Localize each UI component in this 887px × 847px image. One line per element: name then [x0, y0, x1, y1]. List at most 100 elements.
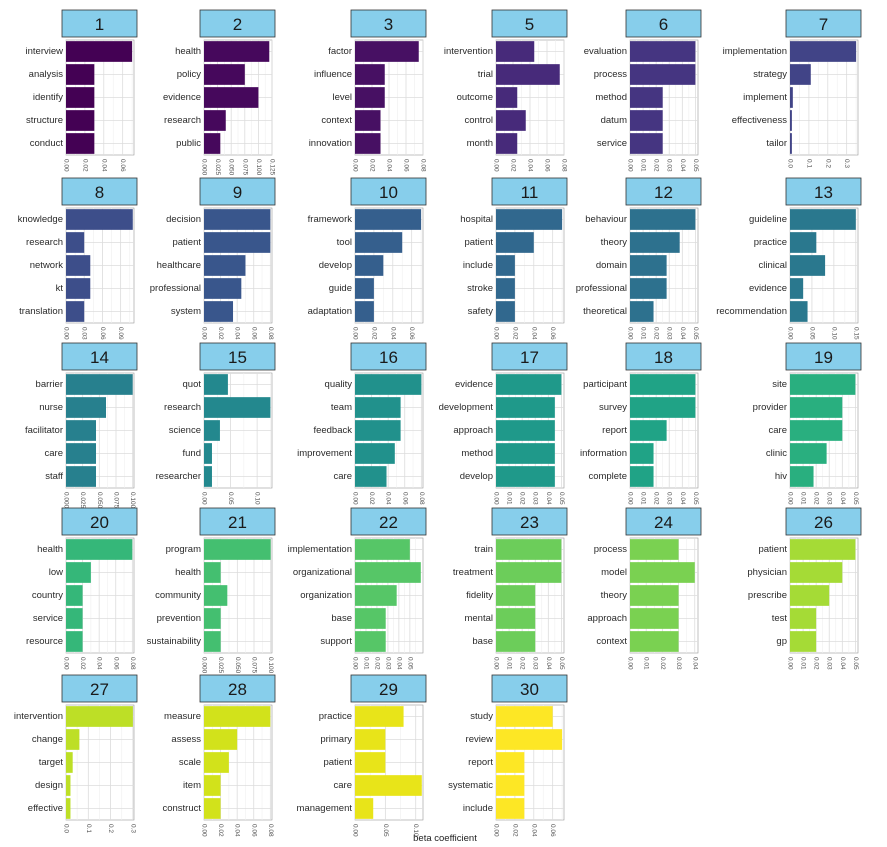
panel-topic-5: 5 0.00 0.02 0.04 0.06 0.08 intervention trial ou… — [444, 9, 568, 172]
bar-fidelity — [496, 585, 536, 606]
x-tick-label: 0.04 — [386, 159, 393, 172]
panel-strip-label: 3 — [384, 15, 393, 34]
panel-topic-29: 29 0.00 0.05 0.10 practice primary patient care… — [297, 674, 427, 837]
panel-strip — [199, 342, 276, 371]
term-label: research — [164, 402, 201, 413]
term-label: identify — [33, 92, 63, 103]
term-label: report — [468, 757, 493, 768]
x-tick-label: 0.05 — [852, 492, 859, 505]
term-label: feedback — [313, 425, 352, 436]
x-tick-label: 0.06 — [549, 824, 556, 837]
panel-strip-label: 18 — [654, 348, 673, 367]
x-tick-label: 0.02 — [79, 657, 86, 670]
bar-domain — [630, 255, 667, 276]
term-label: effective — [28, 803, 63, 814]
x-tick-label: 0.02 — [659, 657, 666, 670]
panel-topic-23: 23 0.00 0.01 0.02 0.03 0.04 0.05 train treatment… — [453, 507, 568, 670]
x-tick-label: 0.000 — [63, 492, 70, 509]
term-label: decision — [166, 214, 201, 225]
term-label: month — [467, 138, 493, 149]
term-label: complete — [588, 471, 627, 482]
x-tick-label: 0.050 — [96, 492, 103, 509]
panel-strip — [199, 674, 276, 703]
x-tick-label: 0.03 — [532, 492, 539, 505]
bar-process — [630, 539, 679, 560]
bar-develop — [355, 255, 384, 276]
x-tick-label: 0.04 — [389, 327, 396, 340]
bar-theory — [630, 585, 679, 606]
x-tick-label: 0.00 — [201, 492, 208, 505]
x-tick-label: 0.02 — [813, 492, 820, 505]
panel-topic-30: 30 0.00 0.02 0.04 0.06 study review report syste… — [448, 674, 568, 837]
panel-strip — [61, 177, 138, 206]
bar-tool — [355, 232, 403, 253]
term-label: fidelity — [466, 590, 493, 601]
term-label: clinical — [758, 260, 787, 271]
bar-barrier — [66, 374, 133, 395]
bar-include — [496, 798, 525, 819]
term-label: primary — [320, 734, 352, 745]
term-label: care — [334, 471, 352, 482]
x-tick-label: 0.03 — [81, 327, 88, 340]
term-label: implement — [743, 92, 787, 103]
bar-implementation — [355, 539, 410, 560]
term-label: prescribe — [748, 590, 787, 601]
x-tick-label: 0.00 — [352, 159, 359, 172]
x-tick-label: 0.100 — [267, 657, 274, 674]
bar-control — [496, 110, 526, 131]
x-tick-label: 0.04 — [234, 824, 241, 837]
panel-topic-6: 6 0.00 0.01 0.02 0.03 0.04 0.05 evaluation proce… — [584, 9, 702, 172]
bar-professional — [204, 278, 242, 299]
x-tick-label: 0.05 — [852, 657, 859, 670]
panel-strip-label: 27 — [90, 680, 109, 699]
x-tick-label: 0.04 — [530, 824, 537, 837]
x-tick-label: 0.05 — [692, 327, 699, 340]
panels-layer: 10.00 0.02 0.04 0.06interviewanalysisidenti… — [14, 9, 862, 837]
panel-strip — [350, 9, 427, 38]
panel-strip — [350, 177, 427, 206]
term-label: process — [594, 69, 628, 80]
x-tick-label: 0.00 — [627, 492, 634, 505]
panel-strip — [491, 177, 568, 206]
x-tick-label: 0.04 — [679, 492, 686, 505]
term-label: control — [464, 115, 493, 126]
panel-strip-label: 1 — [95, 15, 104, 34]
x-tick-label: 0.2 — [824, 159, 831, 168]
bar-care — [66, 443, 96, 464]
term-label: assess — [171, 734, 201, 745]
term-label: theory — [601, 237, 628, 248]
x-tick-label: 0.06 — [99, 327, 106, 340]
term-label: policy — [177, 69, 202, 80]
x-tick-label: 0.025 — [217, 657, 224, 674]
x-tick-label: 0.05 — [558, 492, 565, 505]
bar-team — [355, 397, 401, 418]
bar-datum — [630, 110, 663, 131]
bar-item — [204, 775, 221, 796]
x-tick-label: 0.06 — [250, 327, 257, 340]
bar-include — [496, 255, 515, 276]
panel-topic-10: 10 0.00 0.02 0.04 0.06 framework tool develop gu… — [308, 177, 427, 340]
x-tick-label: 0.04 — [839, 657, 846, 670]
bar-approach — [630, 608, 679, 629]
term-label: hiv — [775, 471, 787, 482]
bar-prescribe — [790, 585, 830, 606]
x-axis-title: beta coefficient — [413, 833, 477, 844]
panel-topic-26: 26 0.00 0.01 0.02 0.03 0.04 0.05 patient physici… — [747, 507, 862, 670]
bar-test — [790, 608, 817, 629]
x-tick-label: 0.02 — [511, 327, 518, 340]
bar-adaptation — [355, 301, 374, 322]
bar-patient — [790, 539, 856, 560]
x-tick-label: 0.06 — [403, 159, 410, 172]
bar-study — [496, 706, 553, 727]
x-tick-label: 0.000 — [201, 657, 208, 674]
x-tick-label: 0.05 — [227, 492, 234, 505]
panel-strip-label: 8 — [95, 183, 104, 202]
bar-influence — [355, 64, 385, 85]
term-label: theory — [601, 590, 628, 601]
bar-gp — [790, 631, 817, 652]
term-label: quot — [183, 379, 202, 390]
bar-program — [204, 539, 271, 560]
bar-base — [496, 631, 536, 652]
term-label: train — [475, 544, 493, 555]
